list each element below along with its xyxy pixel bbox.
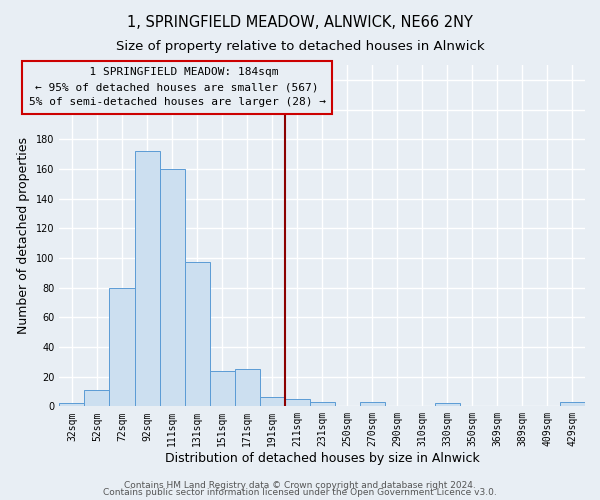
X-axis label: Distribution of detached houses by size in Alnwick: Distribution of detached houses by size …: [165, 452, 479, 465]
Text: Size of property relative to detached houses in Alnwick: Size of property relative to detached ho…: [116, 40, 484, 53]
Bar: [310, 402, 335, 406]
Text: 1 SPRINGFIELD MEADOW: 184sqm
← 95% of detached houses are smaller (567)
5% of se: 1 SPRINGFIELD MEADOW: 184sqm ← 95% of de…: [29, 68, 326, 107]
Bar: [160, 169, 185, 406]
Bar: [284, 399, 310, 406]
Text: 1, SPRINGFIELD MEADOW, ALNWICK, NE66 2NY: 1, SPRINGFIELD MEADOW, ALNWICK, NE66 2NY: [127, 15, 473, 30]
Bar: [209, 370, 235, 406]
Bar: [235, 369, 260, 406]
Text: Contains HM Land Registry data © Crown copyright and database right 2024.: Contains HM Land Registry data © Crown c…: [124, 480, 476, 490]
Bar: [435, 404, 460, 406]
Bar: [134, 151, 160, 406]
Bar: [560, 402, 585, 406]
Bar: [360, 402, 385, 406]
Bar: [85, 390, 109, 406]
Bar: [109, 288, 134, 406]
Text: Contains public sector information licensed under the Open Government Licence v3: Contains public sector information licen…: [103, 488, 497, 497]
Y-axis label: Number of detached properties: Number of detached properties: [17, 137, 31, 334]
Bar: [185, 262, 209, 406]
Bar: [260, 398, 284, 406]
Bar: [59, 404, 85, 406]
